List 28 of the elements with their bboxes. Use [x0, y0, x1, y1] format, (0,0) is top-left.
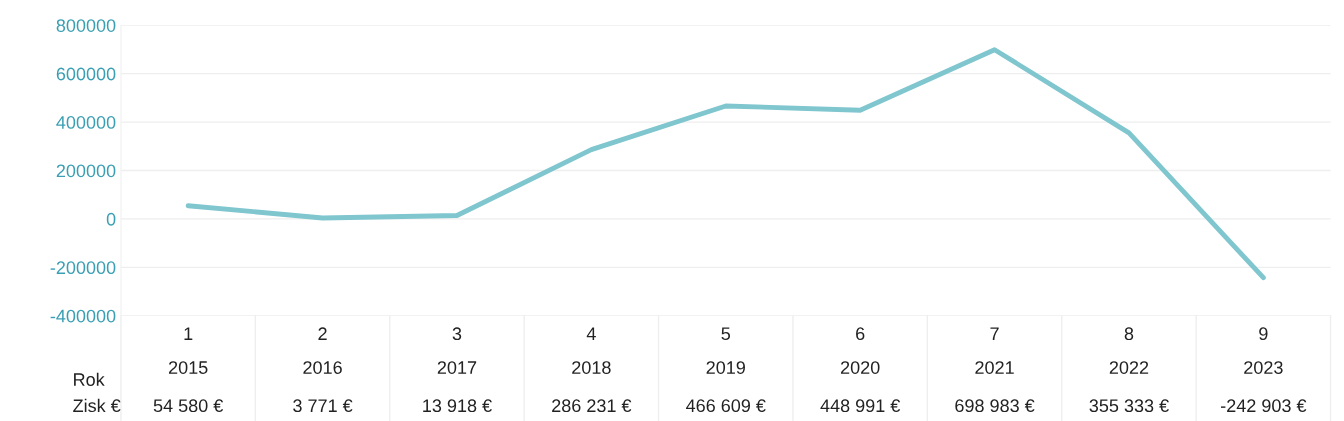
x-tick-label: 3 2017 [437, 327, 477, 374]
x-tick-label: 2 2016 [303, 327, 342, 374]
data-label: 286 231 € [552, 399, 632, 413]
x-tick-label: 6 2020 [840, 327, 880, 374]
data-label: 698 983 € [955, 399, 1035, 413]
x-tick-label: 8 2022 [1109, 327, 1149, 374]
text: Zisk € [73, 398, 121, 413]
x-tick-label: 1 2015 [168, 327, 208, 374]
data-label: 466 609 € [686, 399, 766, 413]
data-label: -242 903 € [1221, 399, 1307, 413]
data-label: 54 580 € [153, 399, 224, 413]
y-tick-label: 600000 [56, 67, 116, 81]
data-label: 3 771 € [293, 399, 353, 413]
text: Rok [74, 372, 105, 386]
y-tick-label: 400000 [56, 116, 116, 129]
y-tick-label: 200000 [56, 164, 116, 178]
y-tick-label: -400000 [50, 309, 116, 323]
data-label: 355 333 € [1089, 399, 1169, 413]
x-tick-label: 9 2023 [1244, 327, 1283, 374]
data-label: 13 918 € [423, 399, 492, 413]
data-label: 448 991 € [820, 399, 901, 413]
y-tick-label: -200000 [50, 261, 116, 275]
x-tick-label: 5 2019 [706, 327, 745, 374]
x-tick-label: 7 2021 [975, 327, 1014, 374]
line-series [185, 47, 1266, 281]
x-tick-label: 4 2018 [572, 327, 611, 374]
y-tick-label: 800000 [56, 19, 116, 32]
y-tick-label: 0 [106, 212, 116, 226]
